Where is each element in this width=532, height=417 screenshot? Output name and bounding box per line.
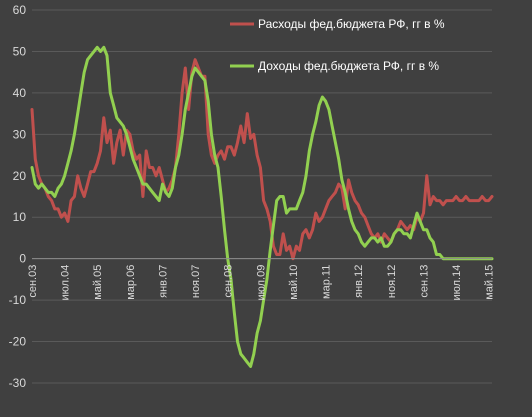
- legend-label: Расходы фед.бюджета РФ, гг в %: [258, 17, 445, 31]
- x-tick-label: ноя.07: [190, 265, 202, 298]
- y-tick-label: 60: [13, 3, 27, 17]
- y-tick-label: 30: [13, 127, 27, 141]
- x-axis-tick-labels: сен.03 июл.04 май.05 мар.06 янв.07 ноя.07 сен.…: [27, 265, 496, 301]
- x-tick-label: июл.04: [60, 265, 72, 301]
- x-tick-label: мар.11: [321, 265, 333, 299]
- y-tick-label: -10: [9, 293, 27, 307]
- series-line-revenues: [30, 45, 494, 368]
- legend: Расходы фед.бюджета РФ, гг в % Доходы фед…: [230, 17, 445, 73]
- y-tick-label: -20: [9, 335, 27, 349]
- x-tick-label: июл.14: [451, 265, 463, 301]
- y-tick-label: 50: [13, 44, 27, 58]
- x-tick-label: янв.07: [157, 265, 169, 298]
- x-tick-label: сен.13: [418, 265, 430, 298]
- x-tick-label: июл.09: [255, 265, 267, 301]
- x-tick-label: май.10: [288, 265, 300, 300]
- x-tick-label: янв.12: [353, 265, 365, 298]
- legend-entry: Доходы фед.бюджета РФ, гг в %: [230, 59, 439, 73]
- y-axis-tick-labels: -30 -20 -10 0 10 20 30 40 50 60: [9, 3, 27, 390]
- x-tick-label: сен.03: [27, 265, 39, 298]
- y-tick-label: 10: [13, 210, 27, 224]
- legend-label: Доходы фед.бюджета РФ, гг в %: [258, 59, 439, 73]
- x-tick-label: ноя.12: [386, 265, 398, 298]
- x-tick-label: май.15: [484, 265, 496, 300]
- y-tick-label: 40: [13, 86, 27, 100]
- y-tick-label: 0: [19, 252, 26, 266]
- x-tick-label: мар.06: [125, 265, 137, 300]
- y-tick-label: -30: [9, 376, 27, 390]
- y-tick-label: 20: [13, 169, 27, 183]
- series-lines: [30, 45, 494, 368]
- legend-entry: Расходы фед.бюджета РФ, гг в %: [230, 17, 445, 31]
- x-tick-label: май.05: [92, 265, 104, 300]
- x-tick-label: сен.08: [223, 265, 235, 298]
